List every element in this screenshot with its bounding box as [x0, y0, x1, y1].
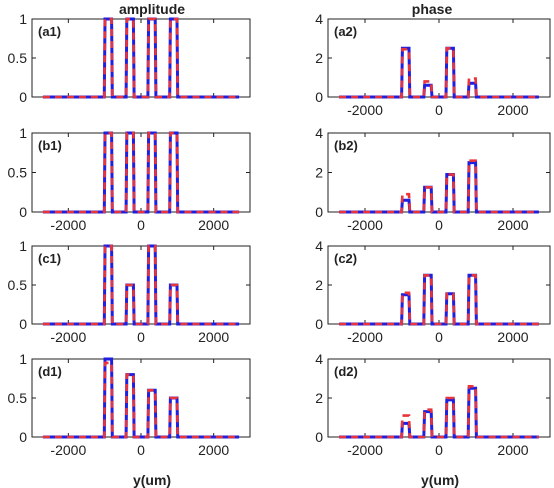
y-tick-label: 0	[19, 89, 27, 105]
y-tick-label: 0	[315, 89, 323, 105]
subplot-c2: 0 2 4 -2000 0 2000 (c2)	[315, 238, 551, 345]
series-red-dashed	[42, 17, 240, 99]
subplot-c1: 0 0.5 1 -2000 0 2000 (c1)	[8, 238, 251, 345]
x-tick-label: 2000	[497, 217, 528, 233]
x-axis-label-left: y(um)	[133, 472, 171, 488]
axes-box	[31, 245, 251, 325]
x-tick-label: 0	[435, 329, 443, 345]
series-red-dashed	[339, 159, 539, 214]
series-red-dashed	[42, 131, 240, 214]
y-tick-label: 0	[315, 204, 323, 220]
y-tick-label: 2	[315, 390, 323, 406]
subplot-b2: 0 2 4 -2000 0 2000 (b2)	[315, 125, 551, 233]
y-tick-label: 0	[19, 429, 27, 445]
x-tick-label: -2000	[347, 102, 383, 118]
subplot-b1: 0 0.5 1 -2000 0 2000 (b1)	[8, 125, 251, 233]
y-tick-label: 0.5	[8, 165, 28, 181]
x-tick-label: -2000	[50, 442, 86, 458]
x-tick-label: 2000	[497, 102, 528, 118]
y-tick-label: 0	[19, 316, 27, 332]
y-tick-label: 0.5	[8, 277, 28, 293]
y-tick-label: 4	[315, 125, 323, 141]
x-tick-label: 2000	[497, 329, 528, 345]
column-title-amplitude: amplitude	[119, 1, 185, 17]
x-tick-label: 2000	[497, 442, 528, 458]
x-tick-label: 2000	[198, 329, 229, 345]
axes-box	[31, 18, 251, 98]
x-axis-label-right: y(um)	[421, 472, 459, 488]
x-tick-label: 0	[435, 102, 443, 118]
panel-label: (d2)	[334, 364, 358, 379]
x-tick-label: -2000	[347, 329, 383, 345]
y-tick-label: 1	[19, 11, 27, 27]
panel-label: (c2)	[334, 251, 357, 266]
axes-box	[327, 132, 551, 213]
x-tick-label: -2000	[50, 217, 86, 233]
x-tick-label: 2000	[198, 217, 229, 233]
subplot-a2: 0 2 4 -2000 0 2000 (a2)	[315, 11, 551, 118]
x-tick-label: 2000	[198, 442, 229, 458]
panel-label: (a2)	[334, 24, 357, 39]
panel-label: (d1)	[38, 364, 62, 379]
axes-box	[31, 132, 251, 213]
y-tick-label: 1	[19, 351, 27, 367]
x-tick-label: 0	[137, 217, 145, 233]
subplot-grid: 00.51(a1)024-2000 0 2000(a2)00.51-2000 0 200…	[8, 11, 551, 458]
subplot-d1: 0 0.5 1 -2000 0 2000 (d1)	[8, 351, 251, 458]
y-tick-label: 4	[315, 238, 323, 254]
axes-box	[327, 18, 551, 98]
y-tick-label: 4	[315, 351, 323, 367]
panel-label: (a1)	[38, 24, 61, 39]
series-red-dashed	[339, 385, 539, 439]
y-tick-label: 0.5	[8, 390, 28, 406]
y-tick-label: 2	[315, 50, 323, 66]
y-tick-label: 0.5	[8, 50, 28, 66]
y-tick-label: 1	[19, 238, 27, 254]
y-tick-label: 0	[19, 204, 27, 220]
series-red-dashed	[42, 244, 240, 326]
y-tick-label: 1	[19, 125, 27, 141]
x-tick-label: 0	[435, 217, 443, 233]
y-tick-label: 0	[315, 429, 323, 445]
y-tick-label: 2	[315, 165, 323, 181]
y-tick-label: 2	[315, 277, 323, 293]
x-tick-label: 0	[137, 442, 145, 458]
series-red-dashed	[42, 361, 240, 439]
panel-label: (b1)	[38, 138, 62, 153]
series-red-dashed	[339, 274, 539, 326]
panel-label: (c1)	[38, 251, 61, 266]
series-blue-solid	[339, 46, 539, 99]
y-tick-label: 4	[315, 11, 323, 27]
axes-box	[327, 358, 551, 438]
column-title-phase: phase	[412, 1, 453, 17]
y-tick-label: 0	[315, 316, 323, 332]
axes-box	[31, 358, 251, 438]
x-tick-label: -2000	[50, 329, 86, 345]
axes-box	[327, 245, 551, 325]
subplot-d2: 0 2 4 -2000 0 2000 (d2)	[315, 351, 551, 458]
x-tick-label: -2000	[347, 217, 383, 233]
x-tick-label: -2000	[347, 442, 383, 458]
x-tick-label: 0	[435, 442, 443, 458]
x-tick-label: 0	[137, 329, 145, 345]
panel-label: (b2)	[334, 138, 358, 153]
subplot-a1: 0 0.5 1 (a1)	[8, 11, 251, 105]
